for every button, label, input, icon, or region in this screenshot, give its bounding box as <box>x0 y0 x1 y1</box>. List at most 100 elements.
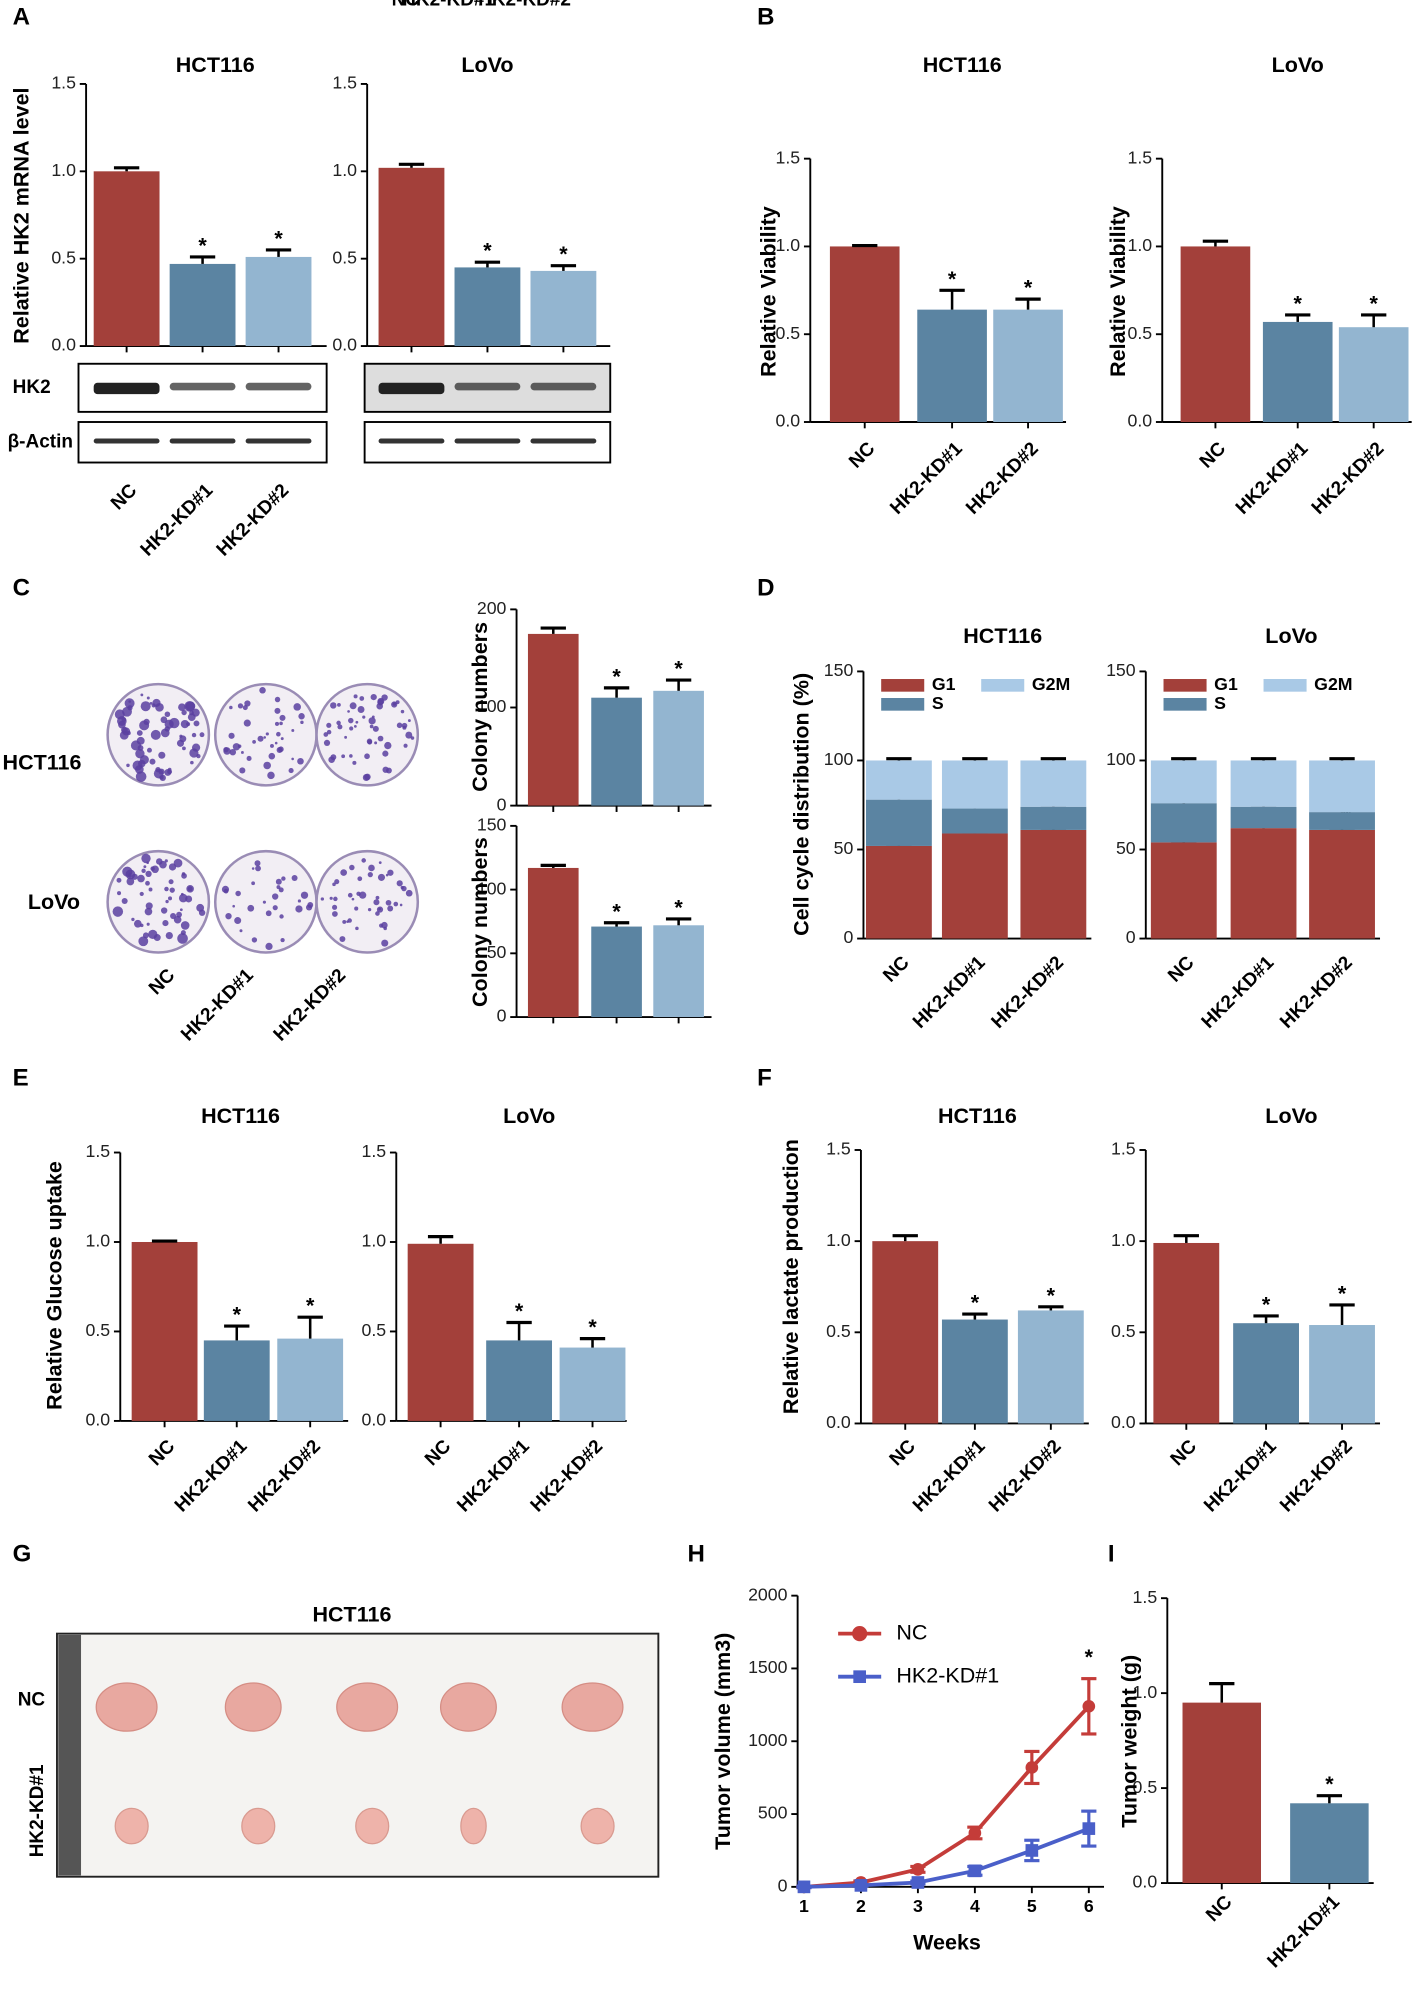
colony-dot <box>112 906 124 917</box>
legend-marker <box>853 1670 866 1684</box>
colony-dot <box>142 932 149 939</box>
colony-dot <box>237 703 244 709</box>
colony-row-label: HCT116 <box>3 751 82 775</box>
y-tick-label: 100 <box>1106 749 1136 769</box>
marker <box>968 1826 982 1840</box>
y-tick-label: 0 <box>497 794 507 814</box>
photo <box>56 1632 660 1878</box>
colony-dot <box>162 920 169 927</box>
colony-dot <box>145 870 152 878</box>
blot-band <box>245 438 312 444</box>
bar <box>917 309 987 423</box>
colony-dot <box>401 885 407 892</box>
bar <box>993 309 1063 423</box>
colony-dot <box>354 906 359 911</box>
chart-title: LoVo <box>461 53 513 77</box>
colony-dish <box>315 849 420 954</box>
colony-dot <box>186 885 194 893</box>
panel-label: I <box>1108 1540 1115 1567</box>
colony-dot <box>280 937 285 943</box>
colony-dot <box>341 754 346 759</box>
y-tick-label: 0.0 <box>332 335 357 355</box>
colony-dot <box>168 896 173 901</box>
blot-band <box>245 382 312 391</box>
colony-dot <box>357 706 365 713</box>
legend-label: HK2-KD#1 <box>896 1663 999 1687</box>
y-tick-label: 0.0 <box>1133 1872 1158 1892</box>
colony-dot <box>392 702 397 706</box>
y-axis-label: Colony numbers <box>468 622 492 792</box>
y-axis-label: Relative Glucose uptake <box>42 1161 66 1410</box>
colony-dot <box>399 903 403 907</box>
colony-dot <box>340 869 347 876</box>
legend-label: NC <box>896 1620 927 1644</box>
marker <box>1025 1844 1039 1857</box>
bar <box>941 1319 1008 1424</box>
colony-dot <box>300 720 304 725</box>
y-tick-label: 150 <box>1106 660 1136 680</box>
colony-dot <box>355 926 359 931</box>
colony-dot <box>281 876 286 881</box>
bar <box>407 1243 474 1421</box>
blot-band <box>93 438 160 444</box>
colony-dot <box>221 885 230 893</box>
bar <box>169 263 236 347</box>
colony-dot <box>297 757 304 765</box>
y-tick-label: 50 <box>487 942 507 962</box>
tumor <box>355 1807 390 1845</box>
colony-dot <box>149 701 153 705</box>
legend-label: G1 <box>932 674 956 694</box>
y-tick-label: 1.0 <box>1127 235 1152 255</box>
colony-dot <box>189 748 199 758</box>
colony-dot <box>268 752 276 760</box>
colony-dot <box>278 746 284 753</box>
bar-segment <box>1230 806 1297 829</box>
colony-dot <box>241 751 244 754</box>
legend-label: G2M <box>1032 674 1070 694</box>
significance-mark: * <box>306 1294 315 1318</box>
y-tick-label: 0 <box>497 1006 507 1026</box>
colony-dot <box>191 708 200 717</box>
colony-dot <box>352 760 357 765</box>
x-tick-label: HK2-KD#1 <box>402 0 495 10</box>
colony-dot <box>407 719 411 723</box>
blot-band <box>169 438 236 444</box>
colony-dot <box>146 861 149 865</box>
colony-dot <box>410 736 415 740</box>
tumor <box>336 1682 399 1732</box>
colony-dot <box>381 921 388 929</box>
colony-dot <box>181 709 187 716</box>
colony-dot <box>158 768 165 775</box>
colony-dot <box>121 897 128 905</box>
colony-dot <box>126 763 130 768</box>
bar <box>527 633 579 806</box>
bar <box>93 171 160 347</box>
colony-dot <box>323 739 331 747</box>
chart-title: HCT116 <box>923 53 1002 77</box>
colony-dot <box>347 710 350 713</box>
y-tick-label: 0 <box>778 1876 788 1896</box>
y-tick-label: 0.0 <box>51 335 76 355</box>
marker <box>1082 1699 1096 1713</box>
y-tick-label: 0.0 <box>776 411 801 431</box>
bar <box>245 256 312 347</box>
significance-mark: * <box>674 895 683 919</box>
blot-band <box>93 382 160 395</box>
colony-dot <box>137 744 144 751</box>
marker <box>1082 1822 1096 1835</box>
colony-dot <box>383 926 387 931</box>
colony-dot <box>257 735 264 742</box>
colony-dot <box>278 887 284 893</box>
y-tick-label: 0.5 <box>51 247 76 267</box>
significance-mark: * <box>559 242 568 266</box>
colony-dot <box>167 769 173 775</box>
colony-dot <box>119 730 129 740</box>
y-tick-label: 1.5 <box>332 73 357 93</box>
panel-label: E <box>13 1064 29 1091</box>
bar <box>1338 327 1409 423</box>
y-tick-label: 1.0 <box>826 1230 851 1250</box>
colony-dot <box>140 693 144 697</box>
significance-mark: * <box>198 233 207 257</box>
bar-segment <box>1150 842 1217 939</box>
colony-dot <box>265 910 272 917</box>
